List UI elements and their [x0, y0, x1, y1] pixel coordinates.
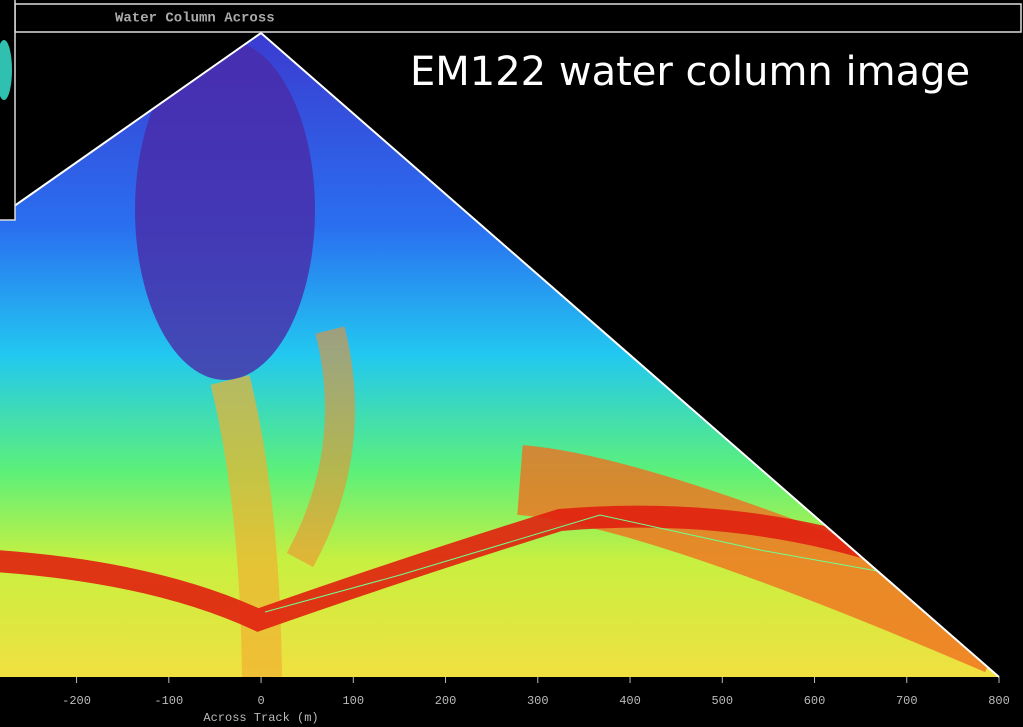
x-tick-label: 0 — [257, 694, 264, 708]
x-tick-label: 500 — [711, 694, 733, 708]
inset-panel — [0, 0, 16, 221]
window-title: Water Column Across — [115, 11, 275, 27]
x-tick-label: -200 — [62, 694, 91, 708]
x-tick-label: 700 — [896, 694, 918, 708]
swath-edge — [0, 31, 1000, 678]
x-axis-label: Across Track (m) — [203, 711, 318, 725]
x-tick-label: -100 — [154, 694, 183, 708]
x-tick-label: 400 — [619, 694, 641, 708]
x-tick-label: 200 — [435, 694, 457, 708]
inset-image — [0, 40, 12, 100]
x-tick-label: 100 — [342, 694, 364, 708]
x-tick-label: 800 — [988, 694, 1010, 708]
x-tick-label: 600 — [804, 694, 826, 708]
x-tick-label: 300 — [527, 694, 549, 708]
annotation: EM122 water column image — [410, 49, 970, 95]
